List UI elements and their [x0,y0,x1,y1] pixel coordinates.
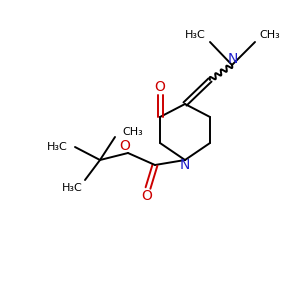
Text: N: N [228,52,238,66]
Text: O: O [154,80,165,94]
Text: CH₃: CH₃ [122,127,143,137]
Text: H₃C: H₃C [47,142,68,152]
Text: H₃C: H₃C [185,30,206,40]
Text: CH₃: CH₃ [259,30,280,40]
Text: O: O [120,139,130,153]
Text: H₃C: H₃C [62,183,83,193]
Text: O: O [142,189,152,203]
Text: N: N [180,158,190,172]
